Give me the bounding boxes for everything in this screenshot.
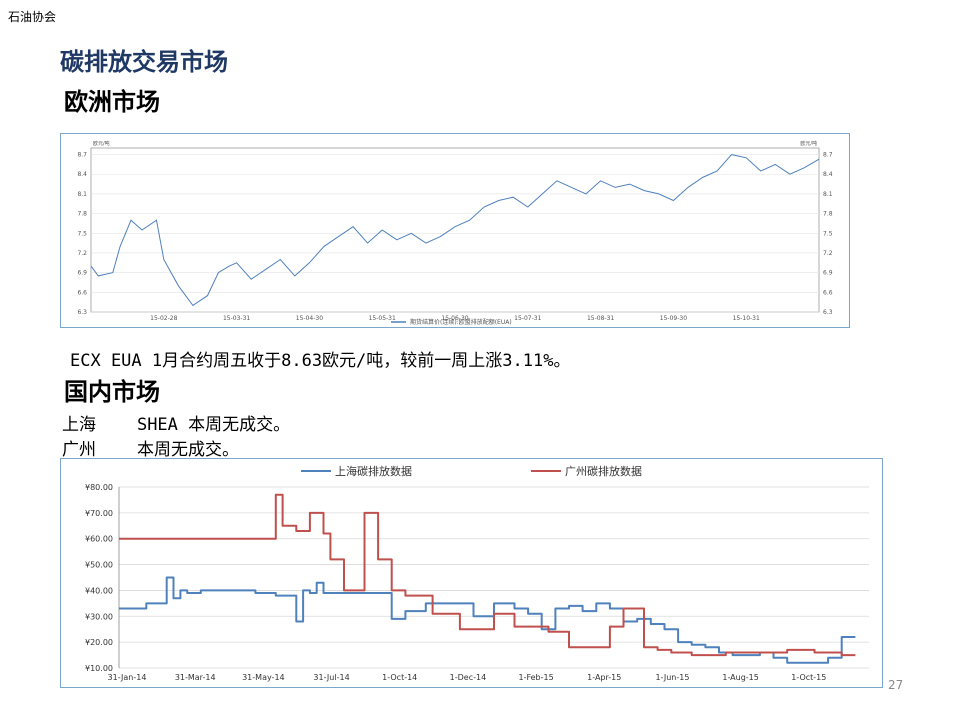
y-tick-right: 7.2 bbox=[823, 250, 833, 257]
eua-chart-frame: 6.3 6.3 6.6 6.6 6.9 6.9 7.2 7.2 7.5 7.5 7.8 7.8 8.1 8… bbox=[60, 133, 850, 328]
x-tick-label: 15-10-31 bbox=[733, 315, 760, 322]
guangzhou-status: 本周无成交。 bbox=[136, 440, 239, 460]
y-tick-left: 6.3 bbox=[77, 309, 87, 316]
y-tick-label: ¥50.00 bbox=[85, 561, 113, 570]
x-tick-label: 31-Mar-14 bbox=[175, 673, 216, 682]
y-tick-right: 6.6 bbox=[823, 289, 833, 296]
x-tick-label: 15-09-30 bbox=[660, 315, 687, 322]
y-tick-right: 8.1 bbox=[823, 191, 833, 198]
x-tick-label: 1-Dec-14 bbox=[450, 673, 487, 682]
plot-border bbox=[90, 147, 820, 313]
y-tick-label: ¥40.00 bbox=[85, 586, 113, 595]
domestic-chart-frame: ¥10.00 ¥20.00 ¥30.00 ¥40.00 ¥50.00 ¥60.00 ¥70.… bbox=[60, 458, 883, 688]
y-tick-label: ¥70.00 bbox=[85, 509, 113, 518]
guangzhou-series-line bbox=[119, 493, 856, 657]
org-label: 石油协会 bbox=[8, 10, 57, 24]
legend-label: 期货结算价(连续):欧盟排放配额(EUA) bbox=[410, 318, 512, 326]
y-tick-right: 7.5 bbox=[823, 230, 833, 237]
x-tick-label: 15-02-28 bbox=[150, 315, 177, 322]
x-tick-label: 31-Jul-14 bbox=[313, 673, 349, 682]
y-unit-right: 欧元/吨 bbox=[800, 140, 817, 147]
y-tick-right: 6.3 bbox=[823, 309, 833, 316]
shanghai-status: SHEA 本周无成交。 bbox=[136, 415, 291, 435]
y-tick-left: 7.2 bbox=[77, 250, 87, 257]
legend-label: 上海碳排放数据 bbox=[335, 464, 412, 478]
shanghai-city: 上海 bbox=[62, 415, 96, 435]
y-tick-left: 7.5 bbox=[77, 230, 87, 237]
y-tick-left: 8.1 bbox=[77, 191, 87, 198]
y-unit-left: 欧元/吨 bbox=[93, 140, 110, 147]
page-number: 27 bbox=[888, 678, 904, 692]
y-tick-label: ¥10.00 bbox=[85, 664, 113, 673]
shanghai-line: 上海 SHEA 本周无成交。 bbox=[62, 410, 290, 435]
europe-summary: ECX EUA 1月合约周五收于8.63欧元/吨，较前一周上涨3.11%。 bbox=[70, 351, 571, 371]
y-tick-right: 6.9 bbox=[823, 270, 833, 277]
x-tick-label: 15-03-31 bbox=[223, 315, 250, 322]
x-tick-label: 31-May-14 bbox=[242, 673, 285, 682]
legend-label: 广州碳排放数据 bbox=[565, 464, 642, 478]
domestic-carbon-chart: ¥10.00 ¥20.00 ¥30.00 ¥40.00 ¥50.00 ¥60.00 ¥70.… bbox=[85, 464, 869, 682]
y-tick-left: 8.4 bbox=[77, 171, 87, 178]
x-tick-label: 15-05-31 bbox=[369, 315, 396, 322]
y-tick-left: 6.9 bbox=[77, 270, 87, 277]
x-tick-label: 1-Apr-15 bbox=[587, 673, 621, 682]
x-tick-label: 31-Jan-14 bbox=[108, 673, 147, 682]
x-tick-label: 1-Aug-15 bbox=[722, 673, 759, 682]
guangzhou-city: 广州 bbox=[62, 440, 96, 460]
y-tick-right: 8.7 bbox=[823, 152, 833, 159]
y-tick-label: ¥60.00 bbox=[85, 535, 113, 544]
x-tick-label: 15-07-31 bbox=[514, 315, 541, 322]
y-tick-right: 7.8 bbox=[823, 211, 833, 218]
domestic-heading: 国内市场 bbox=[64, 378, 160, 406]
europe-heading: 欧洲市场 bbox=[64, 88, 160, 116]
y-tick-label: ¥80.00 bbox=[85, 483, 113, 492]
x-tick-label: 1-Oct-14 bbox=[382, 673, 417, 682]
y-tick-left: 7.8 bbox=[77, 211, 87, 218]
x-tick-label: 15-08-31 bbox=[587, 315, 614, 322]
x-tick-label: 1-Jun-15 bbox=[655, 673, 689, 682]
y-tick-label: ¥30.00 bbox=[85, 612, 113, 621]
eua-series-line bbox=[90, 154, 820, 307]
guangzhou-line: 广州 本周无成交。 bbox=[62, 435, 239, 460]
y-tick-right: 8.4 bbox=[823, 171, 833, 178]
x-tick-label: 15-06-30 bbox=[441, 315, 468, 322]
eua-price-chart: 6.3 6.3 6.6 6.6 6.9 6.9 7.2 7.2 7.5 7.5 7.8 7.8 8.1 8… bbox=[77, 140, 833, 326]
x-tick-label: 1-Feb-15 bbox=[518, 673, 553, 682]
y-tick-left: 6.6 bbox=[77, 289, 87, 296]
x-tick-label: 1-Oct-15 bbox=[791, 673, 826, 682]
y-tick-label: ¥20.00 bbox=[85, 638, 113, 647]
x-tick-label: 15-04-30 bbox=[296, 315, 323, 322]
y-tick-left: 8.7 bbox=[77, 152, 87, 159]
page-title: 碳排放交易市场 bbox=[60, 48, 228, 76]
